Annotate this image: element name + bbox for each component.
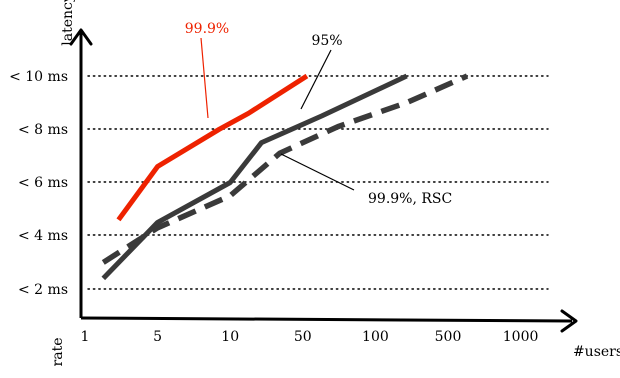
x-tick-label: 10 [221, 329, 239, 345]
annotation-leader-rsc [280, 153, 355, 191]
y-tick-label: < 8 ms [18, 122, 68, 138]
annotation-leader-95 [300, 49, 332, 110]
y-tick-label: < 6 ms [18, 175, 68, 191]
x-tick-label: 500 [435, 329, 462, 345]
series-label-999: 99.9% [185, 21, 229, 37]
series-line [101, 73, 469, 265]
y-tick-label: < 10 ms [9, 69, 68, 85]
secondary-y-axis-title: rate [50, 338, 66, 367]
axes [69, 28, 578, 333]
x-axis-arrowhead [560, 309, 578, 333]
annotation-leader-999 [200, 37, 209, 119]
series-line [116, 73, 309, 222]
y-tick-label: < 4 ms [18, 228, 68, 244]
x-tick-label: 50 [294, 329, 312, 345]
x-axis-line [80, 316, 573, 323]
series-label-rsc: 99.9%, RSC [368, 191, 452, 207]
series-lines [101, 73, 469, 281]
x-tick-label: 5 [153, 329, 162, 345]
y-axis-arrowhead [69, 28, 93, 46]
x-axis-title: #users [573, 344, 620, 360]
y-tick-label: < 2 ms [18, 282, 68, 298]
series-line [101, 73, 408, 281]
x-tick-label: 1000 [503, 329, 539, 345]
x-tick-label: 1 [81, 329, 90, 345]
series-label-95: 95% [311, 33, 342, 49]
x-tick-label: 100 [362, 329, 389, 345]
annotations: 99.9% 95% 99.9%, RSC [185, 21, 452, 207]
y-axis-title: latency [60, 0, 76, 46]
axis-labels: < 2 ms < 4 ms < 6 ms < 8 ms < 10 ms 1 5 10 50 100… [9, 0, 620, 366]
grid-lines [87, 75, 549, 290]
